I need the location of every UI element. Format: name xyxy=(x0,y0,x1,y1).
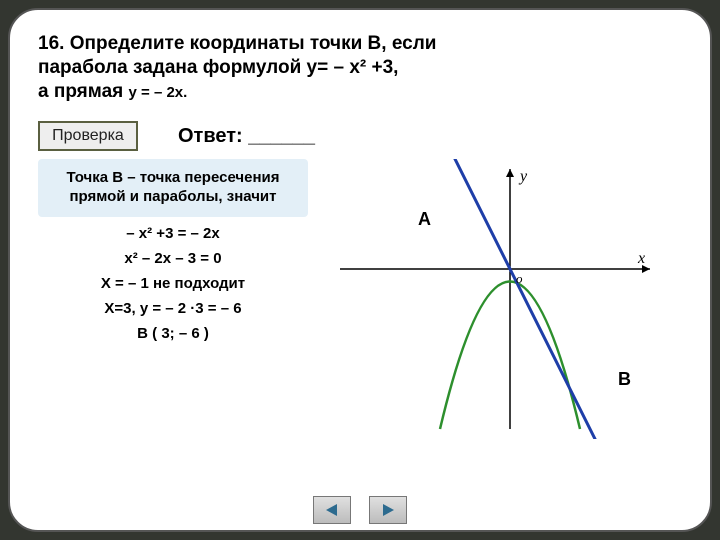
content-row: Точка В – точка пересечения прямой и пар… xyxy=(38,159,682,439)
prev-icon xyxy=(323,502,341,518)
problem-line3a: а прямая xyxy=(38,81,123,102)
solution-eq3: Х = – 1 не подходит xyxy=(38,275,308,292)
point-a-label: А xyxy=(418,209,431,230)
solution-eq2: х² – 2х – 3 = 0 xyxy=(38,250,308,267)
point-b-label: В xyxy=(618,369,631,390)
next-button[interactable] xyxy=(369,496,407,524)
answer-blank: ______ xyxy=(248,125,315,147)
nav-arrows xyxy=(313,496,407,524)
y-axis-arrow xyxy=(506,169,514,177)
graph-area: x y о А В xyxy=(318,159,682,439)
problem-statement: 16. Определите координаты точки В, если … xyxy=(38,32,682,103)
axis-x-label: x xyxy=(637,250,645,267)
prev-button[interactable] xyxy=(313,496,351,524)
slide-frame: 16. Определите координаты точки В, если … xyxy=(8,8,712,532)
solution-eq5: В ( 3; – 6 ) xyxy=(38,325,308,342)
graph-svg: x y о xyxy=(318,159,682,439)
answer-row: Проверка Ответ: ______ xyxy=(38,121,682,151)
problem-number: 16. xyxy=(38,33,64,54)
check-button-label: Проверка xyxy=(52,127,124,144)
answer-label-block: Ответ: ______ xyxy=(178,125,315,148)
line-curve xyxy=(435,159,615,439)
next-icon xyxy=(379,502,397,518)
solution-column: Точка В – точка пересечения прямой и пар… xyxy=(38,159,308,350)
problem-line1: Определите координаты точки В, если xyxy=(70,33,437,54)
problem-line2: парабола задана формулой у= – х² +3, xyxy=(38,57,398,78)
solution-eq4: Х=3, у = – 2 ·3 = – 6 xyxy=(38,300,308,317)
answer-label: Ответ: xyxy=(178,125,243,147)
solution-eq1: – х² +3 = – 2х xyxy=(38,225,308,242)
solution-description: Точка В – точка пересечения прямой и пар… xyxy=(38,159,308,217)
axis-y-label: y xyxy=(518,168,528,185)
check-button[interactable]: Проверка xyxy=(38,121,138,151)
origin-label: о xyxy=(516,271,523,286)
problem-line3b: у = – 2х. xyxy=(129,84,188,101)
